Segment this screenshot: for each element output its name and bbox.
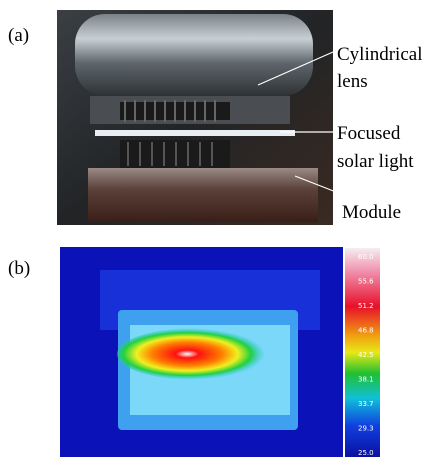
colorbar-label: 55.6 <box>358 278 374 286</box>
colorbar-label: 25.0 <box>358 449 374 457</box>
annotation: lens <box>337 71 368 92</box>
annotation: Module <box>342 202 401 223</box>
photo <box>57 10 333 225</box>
colorbar-label: 46.8 <box>358 327 374 335</box>
colorbar-label: 33.7 <box>358 400 374 408</box>
figure: (a) (b) Cylindrical lens Focused solar light M… <box>0 0 447 458</box>
annotation: solar light <box>337 151 414 172</box>
panel-label: (b) <box>8 258 30 279</box>
colorbar-label: 42.5 <box>358 351 374 359</box>
colorbar-label: 60.0 <box>358 253 374 261</box>
annotation: Cylindrical <box>337 44 422 65</box>
colorbar-label: 51.2 <box>358 302 374 310</box>
colorbar-label: 38.1 <box>358 376 374 384</box>
colorbar-label: 29.3 <box>358 425 374 433</box>
thermal-image <box>60 247 343 457</box>
annotation: Focused <box>337 123 401 144</box>
panel-label: (a) <box>8 25 29 46</box>
